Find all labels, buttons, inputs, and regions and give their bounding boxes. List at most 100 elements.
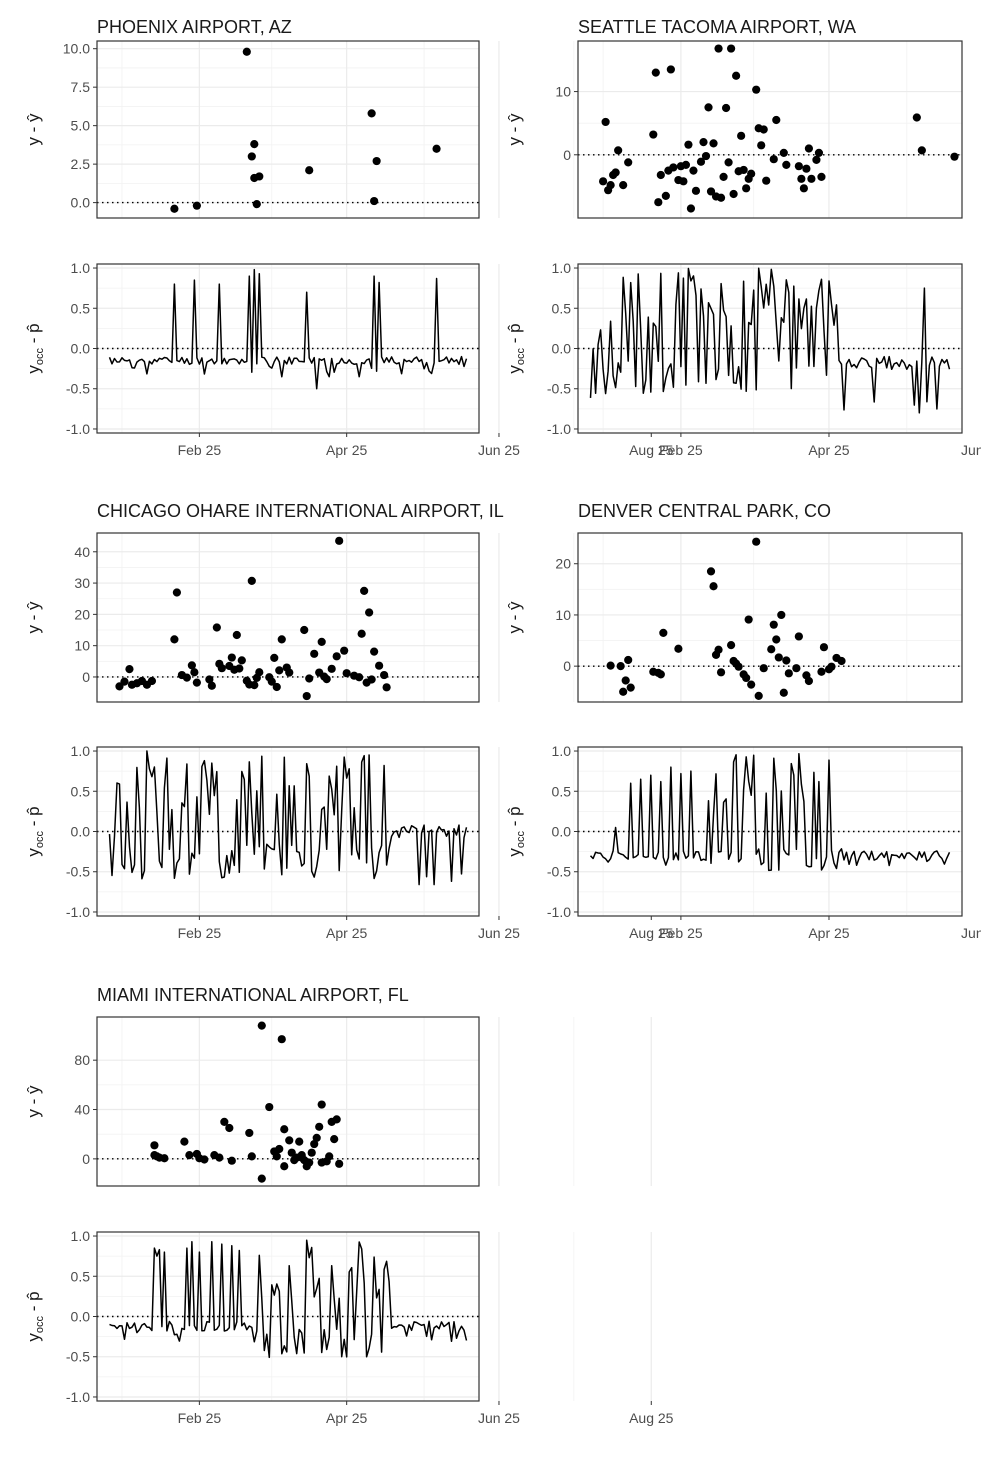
residual-point [762, 176, 771, 185]
occurrence-ylabel: yocc - p̂ [24, 1291, 46, 1341]
occurrence-panel-border [577, 746, 963, 917]
residual-point [721, 103, 731, 113]
station-title: CHICAGO OHARE INTERNATIONAL AIRPORT, IL [97, 501, 504, 521]
residual-point [616, 662, 625, 671]
residual-ytick-label: 20 [555, 556, 571, 572]
residual-point [247, 152, 256, 161]
occurrence-ylabel: yocc - p̂ [24, 323, 46, 373]
residual-point [257, 1174, 266, 1183]
occurrence-panel: -1.0 -0.5 0.0 0.5 1.0 yocc - p̂ Feb 25 Apr 25 Ju… [24, 260, 674, 458]
occurrence-ytick-label: 0.5 [71, 1268, 91, 1284]
residual-point [619, 687, 628, 696]
residual-point [611, 168, 620, 177]
residual-point [275, 666, 284, 675]
residual-point [432, 144, 441, 153]
residual-point [777, 610, 786, 620]
residual-point [315, 1122, 324, 1131]
residual-point [704, 103, 713, 112]
residual-point [817, 172, 826, 182]
residual-point [709, 139, 718, 148]
residual-point [734, 662, 743, 671]
residual-point [372, 156, 381, 166]
residual-point [792, 664, 801, 673]
residual-point [335, 536, 344, 545]
residual-point [277, 1035, 286, 1044]
residual-ytick-label: 0.0 [71, 195, 91, 211]
residual-point [774, 653, 783, 662]
residual-panel-border [577, 40, 963, 219]
residual-point [257, 1021, 266, 1030]
occurrence-xtick-label: Feb 25 [178, 442, 222, 458]
residual-point [270, 653, 279, 662]
residual-point [784, 669, 793, 678]
residual-point [837, 656, 846, 666]
residual-ytick-label: 5.0 [71, 118, 91, 134]
occurrence-ytick-label: -1.0 [66, 904, 90, 920]
occurrence-ytick-label: -1.0 [547, 904, 571, 920]
station-4: MIAMI INTERNATIONAL AIRPORT, FL 0 40 80 y - … [24, 985, 674, 1426]
occurrence-ytick-label: -1.0 [66, 421, 90, 437]
occurrence-ytick-label: 0.0 [552, 824, 572, 840]
residual-point [661, 191, 670, 200]
residual-point [739, 165, 748, 175]
residual-panel: 0 10 20 y - ŷ [505, 532, 963, 703]
residual-ytick-label: 40 [74, 544, 90, 560]
residual-point [737, 131, 746, 140]
residual-point [317, 637, 326, 647]
residual-point [180, 1137, 189, 1146]
residual-point [192, 201, 201, 210]
residual-point [769, 155, 778, 164]
occurrence-xtick-label: Aug 25 [629, 1410, 674, 1426]
residual-ylabel: y - ŷ [505, 601, 524, 634]
residual-point [701, 151, 711, 161]
station-title: PHOENIX AIRPORT, AZ [97, 17, 292, 37]
residual-point [624, 158, 633, 167]
residual-ytick-label: 10 [555, 84, 571, 100]
residual-point [277, 635, 286, 644]
residual-point [242, 47, 251, 56]
residual-ytick-label: 80 [74, 1052, 90, 1068]
residual-point [370, 647, 379, 656]
station-title: SEATTLE TACOMA AIRPORT, WA [578, 17, 856, 37]
residual-point [782, 656, 791, 665]
residual-point [729, 189, 738, 199]
residual-point [305, 674, 314, 683]
occurrence-xtick-label: Aug 25 [629, 442, 674, 458]
occurrence-panel: -1.0 -0.5 0.0 0.5 1.0 yocc - p̂ Feb 25 Apr 25 Ju… [24, 1228, 674, 1426]
residual-point [950, 152, 959, 161]
station-1: SEATTLE TACOMA AIRPORT, WA 0 10 y - ŷ -1.0 -0… [505, 17, 981, 458]
residual-point [817, 667, 826, 676]
residual-point [247, 1152, 256, 1161]
residual-point [205, 675, 214, 684]
occurrence-xtick-label: Apr 25 [326, 1410, 367, 1426]
occurrence-xtick-label: Feb 25 [178, 925, 222, 941]
residual-point [709, 582, 718, 591]
residual-point [265, 1102, 274, 1112]
residual-ylabel: y - ŷ [505, 113, 524, 146]
residual-ytick-label: 20 [74, 606, 90, 622]
occurrence-ytick-label: 0.5 [552, 783, 572, 799]
residual-point [659, 628, 668, 637]
residual-point [272, 682, 281, 692]
residual-point [325, 1152, 334, 1161]
residual-point [706, 187, 716, 196]
residual-panel: 0 40 80 y - ŷ [24, 1016, 652, 1187]
residual-point [207, 681, 216, 690]
residual-point [250, 140, 259, 149]
residual-point [185, 1151, 194, 1160]
residual-point [235, 664, 244, 673]
residual-ytick-label: 40 [74, 1102, 90, 1118]
occurrence-panel: -1.0 -0.5 0.0 0.5 1.0 yocc - p̂ Feb 25 Apr 25 Ju… [24, 743, 674, 941]
residual-point [614, 146, 623, 155]
residual-point [200, 1155, 209, 1164]
residual-ylabel: y - ŷ [24, 1085, 43, 1118]
residual-point [365, 608, 374, 617]
residual-panel-border [96, 1016, 480, 1187]
residual-panel-border [96, 40, 480, 219]
occurrence-panel-border [96, 746, 480, 917]
residual-point [287, 1148, 296, 1157]
occurrence-ylabel: yocc - p̂ [505, 323, 527, 373]
residual-point [367, 675, 376, 684]
residual-point [656, 670, 665, 679]
residual-point [255, 668, 264, 677]
